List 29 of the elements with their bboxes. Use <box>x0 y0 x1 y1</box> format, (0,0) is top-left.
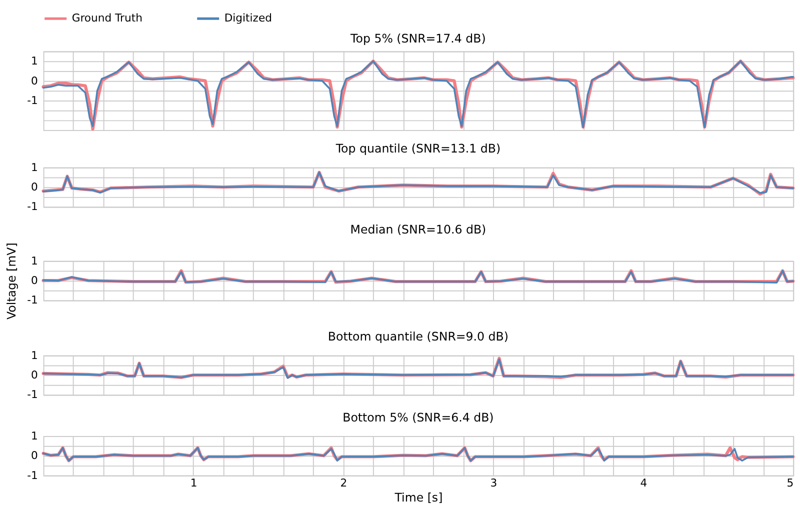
legend-label: Digitized <box>224 12 272 25</box>
x-tick-label: 3 <box>490 476 498 490</box>
y-tick-label: 0 <box>30 180 38 194</box>
y-axis-title: Voltage [mV] <box>4 242 18 320</box>
x-tick-label: 4 <box>640 476 648 490</box>
y-tick-label: -1 <box>27 294 38 307</box>
x-tick-label: 2 <box>340 476 348 490</box>
y-tick-label: 1 <box>30 254 38 268</box>
chart-title: Bottom 5% (SNR=6.4 dB) <box>342 410 494 424</box>
y-tick-label: 1 <box>30 430 38 442</box>
y-tick-label: -1 <box>27 94 38 107</box>
legend-label: Ground Truth <box>72 12 142 25</box>
chart-title: Median (SNR=10.6 dB) <box>350 222 486 236</box>
y-tick-label: -1 <box>27 468 38 482</box>
chart-title: Top 5% (SNR=17.4 dB) <box>350 31 486 46</box>
chart-title: Top quantile (SNR=13.1 dB) <box>334 142 501 156</box>
y-tick-label: 0 <box>30 368 38 382</box>
y-tick-label: 1 <box>30 160 38 174</box>
x-tick-label: 5 <box>786 476 794 490</box>
y-tick-label: -1 <box>27 200 38 214</box>
x-tick-label: 1 <box>190 476 198 490</box>
chart-title: Bottom quantile (SNR=9.0 dB) <box>328 330 508 344</box>
x-axis-title: Time [s] <box>394 490 443 504</box>
y-tick-label: 1 <box>30 348 38 362</box>
y-tick-label: -1 <box>27 388 38 402</box>
y-tick-label: 1 <box>30 54 38 68</box>
y-tick-label: 0 <box>30 74 38 88</box>
y-tick-label: 0 <box>30 449 38 462</box>
y-tick-label: 0 <box>30 274 38 288</box>
